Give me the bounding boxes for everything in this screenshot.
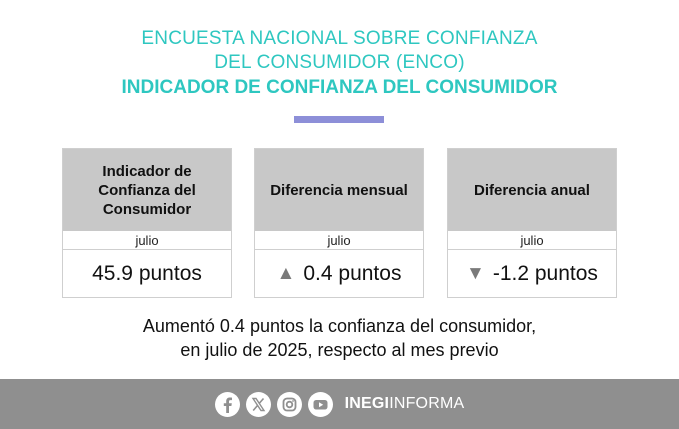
card-period: julio xyxy=(63,231,231,250)
card-period: julio xyxy=(255,231,423,250)
card-value: 0.4 puntos xyxy=(303,261,402,285)
header-line-1: ENCUESTA NACIONAL SOBRE CONFIANZA xyxy=(141,28,538,49)
card-annual-difference: Diferencia anual julio ▼ -1.2 puntos xyxy=(447,148,617,298)
header-title: INDICADOR DE CONFIANZA DEL CONSUMIDOR xyxy=(121,77,558,98)
card-value: 45.9 puntos xyxy=(92,261,202,285)
header-line-2: DEL CONSUMIDOR (ENCO) xyxy=(214,52,465,73)
card-value-wrap: 45.9 puntos xyxy=(63,250,231,297)
accent-divider xyxy=(294,116,384,123)
x-icon[interactable] xyxy=(245,391,271,417)
youtube-icon[interactable] xyxy=(307,391,333,417)
card-monthly-difference: Diferencia mensual julio ▲ 0.4 puntos xyxy=(254,148,424,298)
social-icons xyxy=(214,391,333,417)
card-title: Diferencia mensual xyxy=(255,149,423,231)
card-title: Diferencia anual xyxy=(448,149,616,231)
arrow-up-icon: ▲ xyxy=(276,262,296,284)
card-indicator: Indicador de Confianza del Consumidor ju… xyxy=(62,148,232,298)
summary-line-2: en julio de 2025, respecto al mes previo xyxy=(180,340,499,360)
summary-line-1: Aumentó 0.4 puntos la confianza del cons… xyxy=(142,316,537,336)
brand-logo: INEGIINFORMA xyxy=(345,395,465,413)
card-value-wrap: ▼ -1.2 puntos xyxy=(448,250,616,297)
footer-bar: INEGIINFORMA xyxy=(0,379,679,429)
card-title: Indicador de Confianza del Consumidor xyxy=(63,149,231,231)
card-period: julio xyxy=(448,231,616,250)
instagram-icon[interactable] xyxy=(276,391,302,417)
arrow-down-icon: ▼ xyxy=(466,262,485,284)
facebook-icon[interactable] xyxy=(214,391,240,417)
card-value: -1.2 puntos xyxy=(492,261,598,285)
card-value-wrap: ▲ 0.4 puntos xyxy=(255,250,423,297)
brand-bold: INEGI xyxy=(344,395,390,412)
brand-light: INFORMA xyxy=(389,395,465,412)
